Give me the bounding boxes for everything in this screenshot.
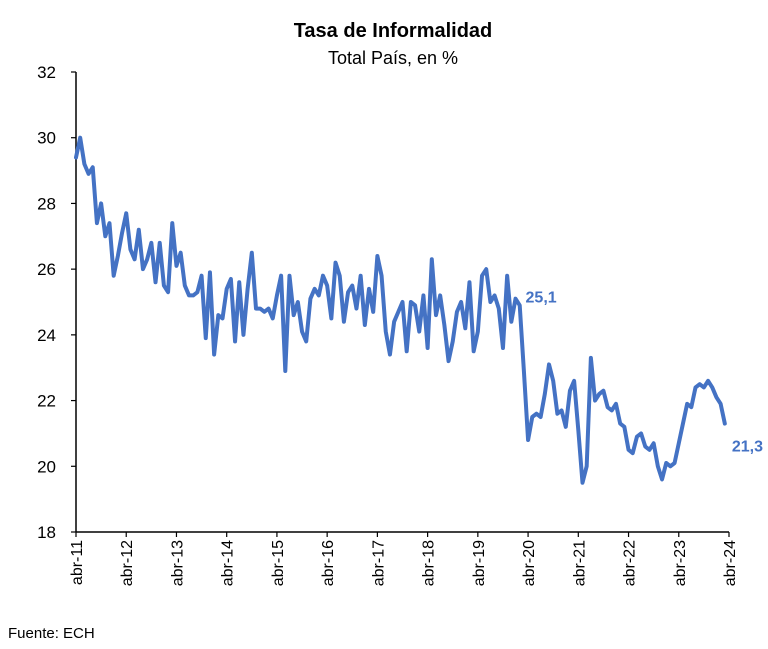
x-tick-label: abr-21: [571, 540, 588, 586]
y-tick-label: 28: [37, 194, 56, 213]
x-tick-label: abr-16: [320, 540, 337, 586]
chart-subtitle: Total País, en %: [328, 48, 458, 68]
y-tick-label: 22: [37, 392, 56, 411]
x-axis-ticks: abr-11 abr-12 abr-13 abr-14 abr-15 abr-16 abr-…: [69, 532, 739, 586]
y-tick-label: 26: [37, 260, 56, 279]
x-tick-label: abr-20: [521, 540, 538, 586]
x-tick-label: abr-22: [622, 540, 639, 586]
series-line: [74, 135, 727, 485]
x-tick-label: abr-12: [119, 540, 136, 586]
x-tick-label: abr-17: [370, 540, 387, 586]
x-tick-label: abr-11: [69, 540, 86, 585]
x-tick-label: abr-15: [270, 540, 287, 586]
y-tick-label: 30: [37, 129, 56, 148]
source-note: Fuente: ECH: [8, 625, 95, 642]
data-labels: 25,1 21,3: [526, 290, 764, 456]
data-label: 25,1: [526, 290, 557, 307]
x-tick-label: abr-23: [672, 540, 689, 586]
data-label: 21,3: [732, 439, 763, 456]
x-tick-label: abr-13: [169, 540, 186, 586]
x-tick-label: abr-24: [722, 540, 739, 586]
x-tick-label: abr-14: [220, 540, 237, 586]
y-tick-label: 24: [37, 326, 56, 345]
x-tick-label: abr-18: [421, 540, 438, 586]
x-tick-label: abr-19: [471, 540, 488, 586]
y-axis-ticks: 18 20 22 24 26 28 30 32: [37, 63, 76, 542]
y-tick-label: 20: [37, 457, 56, 476]
chart-title: Tasa de Informalidad: [294, 20, 493, 42]
y-tick-label: 18: [37, 523, 56, 542]
y-tick-label: 32: [37, 63, 56, 82]
